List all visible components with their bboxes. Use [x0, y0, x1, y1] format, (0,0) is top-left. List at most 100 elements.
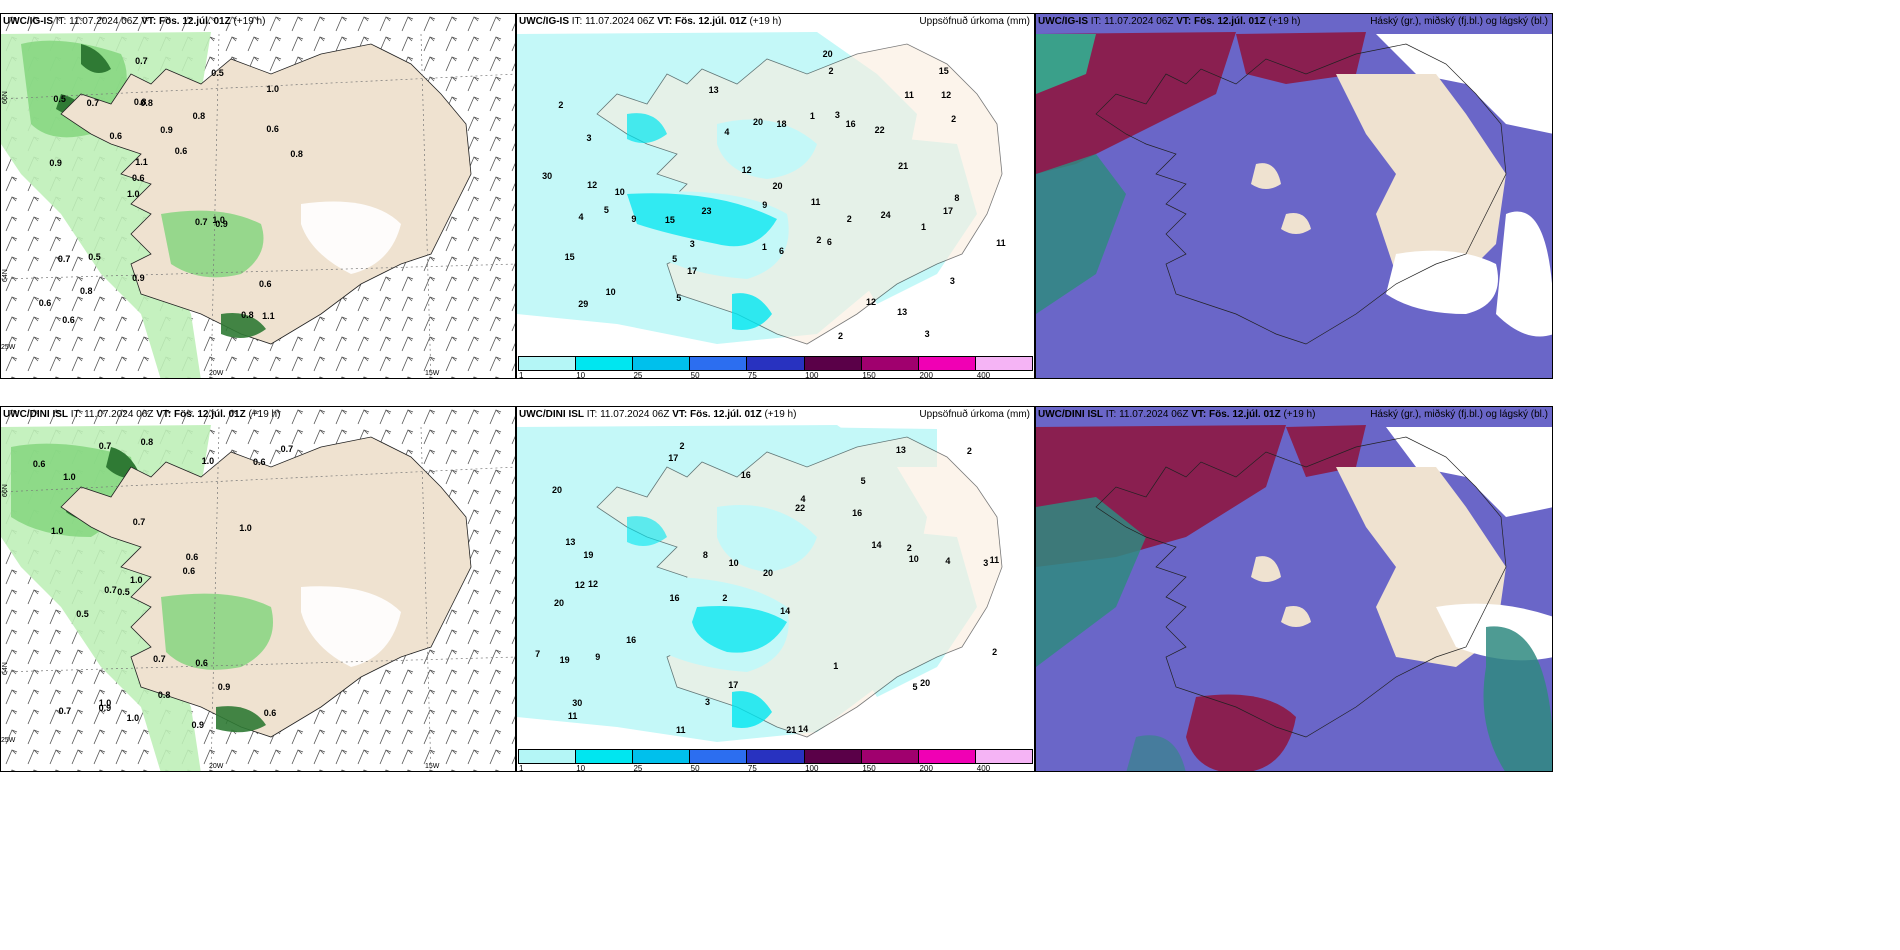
map-value-label: 1.0	[266, 84, 279, 95]
map-value-label: 0.6	[195, 657, 208, 668]
panel-title: UWC/IG-IS IT: 11.07.2024 06Z VT: Fös. 12…	[1038, 16, 1301, 27]
map-value-label: 0.8	[290, 149, 303, 160]
map-value-label: 20	[822, 48, 833, 59]
map-value-label: 16	[626, 634, 637, 645]
map-value-label: 2	[837, 331, 843, 342]
wind-map	[1, 14, 515, 378]
map-value-label: 6	[779, 246, 785, 257]
panel-cloud-dini: UWC/DINI ISL IT: 11.07.2024 06Z VT: Fös.…	[1035, 406, 1553, 772]
map-value-label: 5	[603, 204, 609, 215]
map-value-label: 20	[762, 567, 773, 578]
iceland-land	[60, 43, 472, 345]
map-value-label: 8	[954, 193, 960, 204]
map-value-label: 11	[989, 555, 1000, 566]
panel-title: UWC/DINI ISL IT: 11.07.2024 06Z VT: Fös.…	[3, 409, 281, 420]
lat-label-66: 66N	[2, 484, 9, 497]
map-value-label: 16	[740, 469, 751, 480]
colorbar-tick: 200	[919, 371, 933, 379]
map-value-label: 5	[912, 681, 918, 692]
cloud-map	[1036, 407, 1552, 771]
map-value-label: 3	[704, 696, 710, 707]
colorbar-swatch	[804, 357, 862, 370]
map-value-label: 0.7	[98, 441, 112, 452]
colorbar-swatch	[804, 750, 862, 763]
map-value-label: 4	[724, 126, 730, 137]
colorbar-swatch	[633, 750, 691, 763]
map-value-label: 0.8	[241, 310, 254, 321]
map-value-label: 20	[920, 678, 931, 689]
map-value-label: 17	[668, 453, 679, 464]
map-value-label: 3	[834, 109, 840, 120]
map-value-label: 1.0	[98, 697, 112, 708]
cloud-map	[1036, 14, 1552, 378]
map-value-label: 0.6	[62, 315, 75, 326]
panel-precip-dini: UWC/DINI ISL IT: 11.07.2024 06Z VT: Fös.…	[516, 406, 1035, 772]
map-value-label: 12	[574, 579, 585, 590]
map-value-label: 1.0	[239, 523, 252, 534]
map-value-label: 0.9	[215, 218, 228, 229]
colorbar-tick: 150	[862, 764, 876, 772]
map-value-label: 13	[708, 85, 719, 96]
colorbar-swatch	[519, 750, 577, 763]
map-value-label: 0.6	[252, 456, 266, 467]
colorbar-swatch	[975, 357, 1032, 370]
map-value-label: 3	[586, 132, 592, 143]
colorbar-tick: 400	[976, 764, 991, 772]
map-value-label: 12	[741, 165, 752, 176]
colorbar-swatch	[747, 750, 805, 763]
map-value-label: 0.7	[132, 516, 146, 527]
map-value-label: 20	[772, 181, 783, 192]
colorbar-tick: 1	[519, 371, 524, 379]
map-value-label: 9	[595, 652, 601, 663]
colorbar-tick: 75	[747, 764, 757, 772]
panel-title: UWC/DINI ISL IT: 11.07.2024 06Z VT: Fös.…	[519, 409, 797, 420]
map-value-label: 0.9	[191, 719, 204, 730]
map-value-label: 12	[588, 579, 599, 590]
colorbar-swatch	[861, 750, 919, 763]
iceland-land	[60, 436, 472, 738]
map-value-label: 20	[554, 598, 565, 609]
map-value-label: 1.0	[201, 456, 215, 467]
map-value-label: 13	[895, 445, 906, 456]
colorbar-swatch	[519, 357, 577, 370]
map-value-label: 3	[949, 275, 955, 286]
map-value-label: 1.1	[262, 310, 275, 321]
lon-label-25w: 25W	[1, 344, 16, 351]
lon-label-15w: 15W	[425, 370, 440, 377]
colorbar-swatch	[576, 750, 634, 763]
map-value-label: 22	[874, 124, 885, 135]
map-value-label: 0.6	[32, 459, 46, 470]
map-value-label: 0.7	[57, 253, 71, 264]
map-value-label: 1	[833, 661, 839, 672]
colorbar-swatch	[576, 357, 634, 370]
map-value-label: 2	[828, 66, 834, 77]
map-value-label: 0.9	[132, 272, 145, 283]
colorbar-swatch	[747, 357, 805, 370]
map-value-label: 17	[943, 205, 954, 216]
map-value-label: 1.0	[50, 525, 64, 536]
panel-title: UWC/IG-IS IT: 11.07.2024 06Z VT: Fös. 12…	[3, 16, 266, 27]
map-value-label: 23	[701, 205, 712, 216]
map-value-label: 16	[852, 507, 863, 518]
panel-title: UWC/IG-IS IT: 11.07.2024 06Z VT: Fös. 12…	[519, 16, 782, 27]
map-value-label: 4	[945, 555, 951, 566]
panel-precip-ig: UWC/IG-IS IT: 11.07.2024 06Z VT: Fös. 12…	[516, 13, 1035, 379]
map-value-label: 2	[966, 445, 972, 456]
panel-variable: Háský (gr.), miðský (fj.bl.) og lágský (…	[1370, 16, 1548, 27]
iceland-coast	[1095, 43, 1507, 345]
lat-label-64: 64N	[2, 269, 9, 282]
map-value-label: 0.5	[88, 251, 101, 262]
map-value-label: 0.7	[135, 55, 148, 66]
map-value-label: 0.5	[76, 609, 89, 620]
map-value-label: 0.5	[53, 94, 66, 105]
iceland-coast	[1095, 436, 1507, 738]
map-value-label: 0.6	[266, 123, 279, 134]
map-value-label: 24	[880, 209, 891, 220]
lon-label-15w: 15W	[425, 763, 440, 770]
map-value-label: 1.0	[127, 189, 140, 200]
map-value-label: 12	[941, 90, 952, 101]
precip-colorbar: 1 10 25 50 75 100 150 200 400	[517, 747, 1034, 771]
map-value-label: 6	[826, 237, 832, 248]
map-value-label: 2	[558, 99, 564, 110]
colorbar-tick: 400	[976, 371, 991, 379]
